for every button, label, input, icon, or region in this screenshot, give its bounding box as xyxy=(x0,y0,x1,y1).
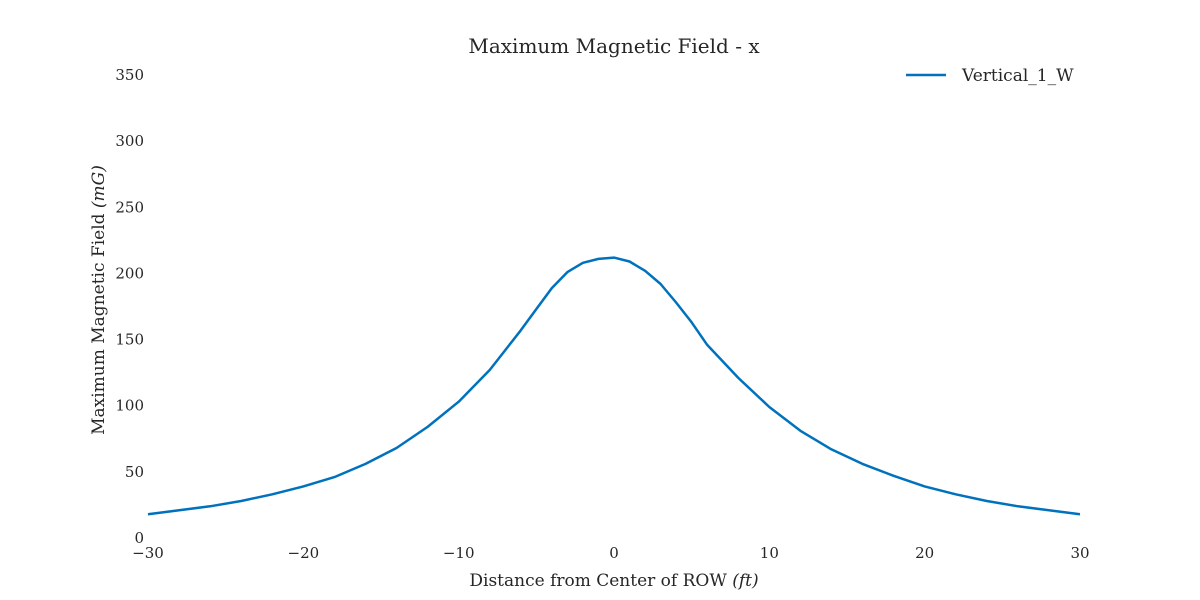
y-tick-label: 350 xyxy=(115,66,144,84)
x-axis-label-text: Distance from Center of ROW xyxy=(469,571,732,591)
y-tick-label: 250 xyxy=(115,198,144,216)
x-tick-label: −20 xyxy=(288,544,320,562)
y-tick-label: 0 xyxy=(134,529,144,547)
y-tick-label: 100 xyxy=(115,397,144,415)
x-tick-label: 10 xyxy=(760,544,779,562)
legend-label: Vertical_1_W xyxy=(961,66,1074,86)
x-tick-label: −30 xyxy=(132,544,164,562)
legend: Vertical_1_W xyxy=(906,66,1074,86)
chart-title: Maximum Magnetic Field - x xyxy=(468,34,760,58)
y-tick-label: 200 xyxy=(115,264,144,282)
y-tick-label: 50 xyxy=(125,463,144,481)
y-axis-label: Maximum Magnetic Field (mG) xyxy=(89,165,109,435)
x-tick-label: −10 xyxy=(443,544,475,562)
x-axis-label-unit: (ft) xyxy=(732,571,758,591)
series-line xyxy=(147,256,1081,516)
x-tick-label: 30 xyxy=(1070,544,1089,562)
x-axis-ticks: −30 −20 −10 0 10 20 30 xyxy=(132,544,1089,562)
y-axis-label-unit: (mG) xyxy=(89,165,109,208)
x-tick-label: 20 xyxy=(915,544,934,562)
y-axis-ticks: 0 50 100 150 200 250 300 350 xyxy=(115,66,144,547)
x-axis-label: Distance from Center of ROW (ft) xyxy=(469,571,758,591)
y-tick-label: 150 xyxy=(115,331,144,349)
x-tick-label: 0 xyxy=(609,544,619,562)
series-group xyxy=(147,256,1081,516)
y-axis-label-text: Maximum Magnetic Field xyxy=(89,208,109,435)
y-tick-label: 300 xyxy=(115,132,144,150)
